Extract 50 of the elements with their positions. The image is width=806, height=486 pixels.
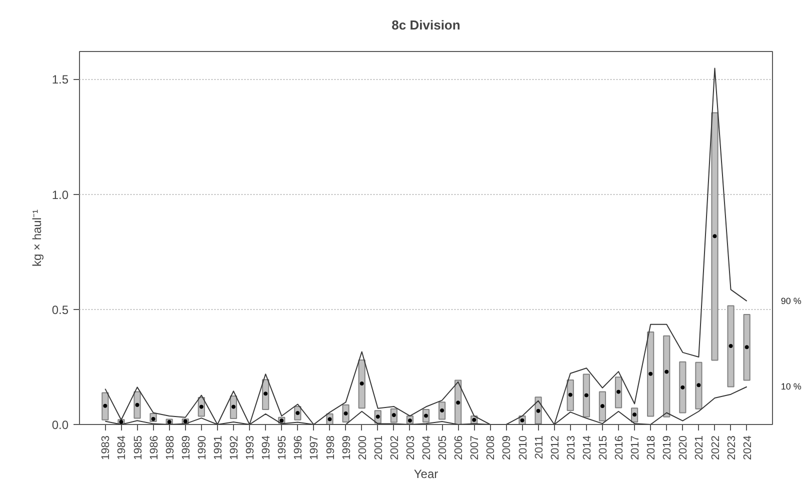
x-tick-label: 1986 bbox=[148, 435, 160, 460]
x-tick-label: 2001 bbox=[372, 435, 385, 460]
y-tick-label: 0.5 bbox=[52, 302, 69, 317]
x-tick-label: 1999 bbox=[340, 435, 353, 460]
x-tick-label: 2022 bbox=[710, 435, 722, 460]
y-tick-label: 1.5 bbox=[52, 72, 69, 87]
y-tick-label: 0.0 bbox=[52, 418, 69, 432]
x-tick-label: 1988 bbox=[164, 435, 176, 460]
x-tick-label: 1991 bbox=[212, 435, 224, 460]
x-tick-label: 1985 bbox=[132, 435, 144, 460]
x-tick-label: 2020 bbox=[678, 435, 690, 460]
x-tick-label: 2003 bbox=[404, 435, 417, 460]
x-tick-label: 2008 bbox=[485, 435, 498, 460]
x-tick-label: 2002 bbox=[388, 435, 401, 460]
x-tick-label: 1983 bbox=[100, 435, 112, 460]
x-tick-label: 2016 bbox=[614, 435, 626, 460]
x-tick-label: 2018 bbox=[646, 435, 658, 460]
x-tick-label: 2004 bbox=[421, 435, 433, 460]
x-tick-label: 2021 bbox=[694, 435, 706, 460]
x-axis-title: Year bbox=[414, 466, 438, 481]
x-tick-label: 2005 bbox=[437, 435, 450, 460]
x-tick-label: 2007 bbox=[469, 435, 482, 460]
x-tick-label: 1998 bbox=[324, 435, 337, 460]
x-tick-label: 1989 bbox=[180, 435, 192, 460]
x-tick-label: 2011 bbox=[533, 436, 546, 460]
x-tick-label: 2017 bbox=[630, 435, 642, 460]
x-tick-label: 1992 bbox=[228, 435, 240, 460]
x-tick-label: 1997 bbox=[308, 435, 321, 460]
text: 10 % bbox=[780, 382, 802, 392]
x-tick-label: 2015 bbox=[597, 435, 610, 460]
x-tick-label: 1995 bbox=[276, 435, 289, 460]
x-tick-label: 2023 bbox=[726, 435, 738, 460]
x-tick-label: 2009 bbox=[501, 435, 514, 460]
y-axis-title: kg × haul⁻¹ bbox=[30, 209, 44, 267]
x-tick-label: 1996 bbox=[292, 435, 305, 460]
x-tick-label: 2000 bbox=[356, 435, 369, 460]
x-tick-label: 2014 bbox=[581, 435, 594, 460]
x-tick-label: 1984 bbox=[116, 435, 128, 460]
text: 90 % bbox=[780, 296, 802, 306]
x-tick-label: 2010 bbox=[517, 435, 530, 460]
x-tick-label: 2006 bbox=[453, 435, 466, 460]
x-tick-label: 2012 bbox=[549, 435, 562, 460]
x-tick-label: 2024 bbox=[742, 435, 754, 460]
x-tick-label: 1994 bbox=[260, 435, 273, 460]
chart-title: 8c Division bbox=[392, 18, 460, 32]
x-tick-label: 2013 bbox=[565, 435, 578, 460]
x-tick-label: 1993 bbox=[244, 435, 257, 460]
x-tick-label: 2019 bbox=[662, 435, 674, 460]
y-tick-label: 1.0 bbox=[52, 188, 69, 202]
x-tick-label: 1990 bbox=[196, 435, 208, 460]
